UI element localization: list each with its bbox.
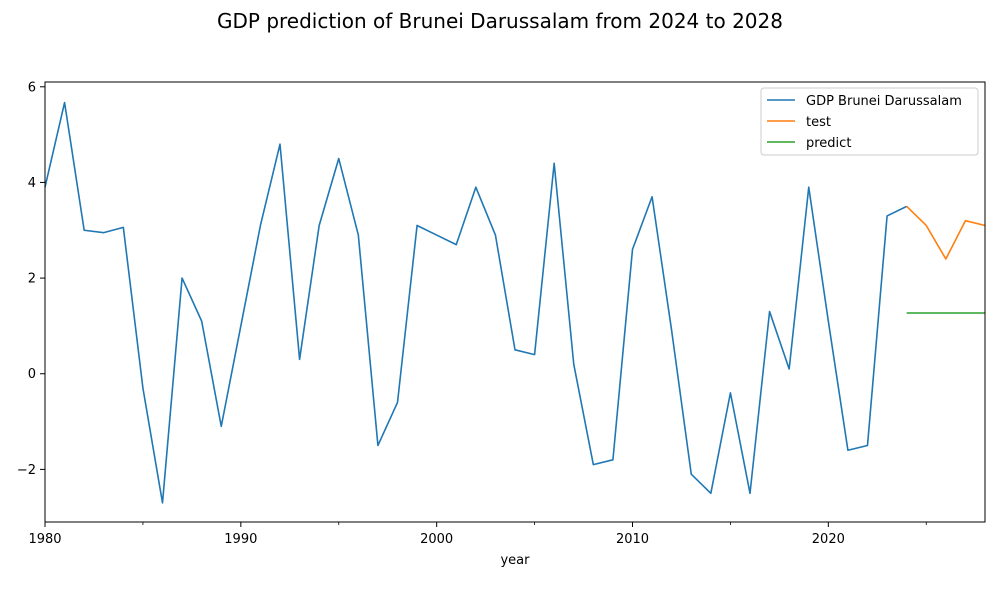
x-axis-label: year xyxy=(500,553,530,568)
x-tick-label: 2000 xyxy=(420,532,453,547)
x-tick-label: 1980 xyxy=(28,532,61,547)
x-tick-label: 1990 xyxy=(224,532,257,547)
y-tick-label: 6 xyxy=(28,80,36,95)
legend-box xyxy=(760,87,979,156)
series-layer xyxy=(44,101,986,504)
legend-label-gdp: GDP Brunei Darussalam xyxy=(806,94,962,109)
series-line-1 xyxy=(906,205,986,260)
legend-label-test: test xyxy=(806,115,831,130)
x-tick-label: 2010 xyxy=(616,532,649,547)
y-tick-label: 2 xyxy=(28,272,36,287)
chart-title: GDP prediction of Brunei Darussalam from… xyxy=(217,9,783,33)
y-tick-label: −2 xyxy=(17,463,36,478)
legend: GDP Brunei Darussalam test predict xyxy=(760,87,979,156)
y-axis: −2 0 2 4 6 xyxy=(17,80,45,478)
y-tick-label: 0 xyxy=(28,367,36,382)
legend-label-predict: predict xyxy=(806,136,851,151)
series-line-0 xyxy=(44,101,908,504)
y-tick-label: 4 xyxy=(28,176,36,191)
axes-frame xyxy=(44,81,986,523)
x-axis: 1980 1990 2000 2010 2020 xyxy=(28,522,927,547)
x-tick-label: 2020 xyxy=(812,532,845,547)
